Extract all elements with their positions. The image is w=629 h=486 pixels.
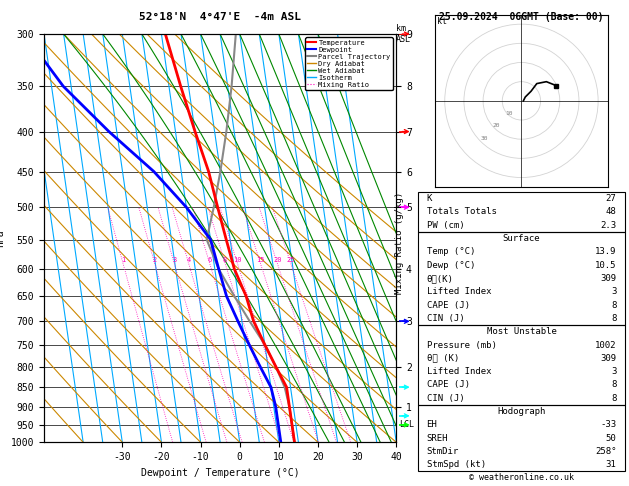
Text: 3: 3	[611, 367, 616, 376]
Text: 8: 8	[223, 258, 227, 263]
Text: 4: 4	[187, 258, 191, 263]
Text: Surface: Surface	[503, 234, 540, 243]
Text: 8: 8	[611, 300, 616, 310]
Text: 13.9: 13.9	[595, 247, 616, 256]
Text: 309: 309	[600, 354, 616, 363]
Text: 50: 50	[606, 434, 616, 443]
Text: 8: 8	[611, 394, 616, 403]
Text: 20: 20	[273, 258, 282, 263]
Text: 8: 8	[611, 381, 616, 389]
Text: Most Unstable: Most Unstable	[486, 327, 557, 336]
Text: 3: 3	[172, 258, 176, 263]
Text: 1: 1	[121, 258, 125, 263]
Text: 52°18'N  4°47'E  -4m ASL: 52°18'N 4°47'E -4m ASL	[139, 12, 301, 22]
Text: θᴇ(K): θᴇ(K)	[426, 274, 454, 283]
Text: 10: 10	[233, 258, 242, 263]
Text: 10: 10	[505, 111, 513, 116]
Text: EH: EH	[426, 420, 437, 429]
Text: StmDir: StmDir	[426, 447, 459, 456]
Bar	[418, 192, 625, 232]
Text: LCL: LCL	[399, 420, 414, 429]
Text: K: K	[426, 194, 432, 203]
Text: Hodograph: Hodograph	[498, 407, 545, 416]
Text: kt: kt	[437, 17, 447, 26]
Text: 2.3: 2.3	[600, 221, 616, 230]
Text: StmSpd (kt): StmSpd (kt)	[426, 460, 486, 469]
Text: Mixing Ratio (g/kg): Mixing Ratio (g/kg)	[395, 192, 404, 294]
Text: -33: -33	[600, 420, 616, 429]
Text: © weatheronline.co.uk: © weatheronline.co.uk	[469, 473, 574, 482]
Text: 309: 309	[600, 274, 616, 283]
Text: PW (cm): PW (cm)	[426, 221, 464, 230]
Text: 31: 31	[606, 460, 616, 469]
Text: Lifted Index: Lifted Index	[426, 367, 491, 376]
Text: 3: 3	[611, 287, 616, 296]
Text: 6: 6	[208, 258, 212, 263]
Text: 15: 15	[256, 258, 265, 263]
Text: CIN (J): CIN (J)	[426, 394, 464, 403]
Text: Temp (°C): Temp (°C)	[426, 247, 475, 256]
Text: SREH: SREH	[426, 434, 448, 443]
Text: 27: 27	[606, 194, 616, 203]
Text: 2: 2	[153, 258, 157, 263]
Text: 10.5: 10.5	[595, 260, 616, 270]
Text: Pressure (mb): Pressure (mb)	[426, 341, 496, 349]
Text: CIN (J): CIN (J)	[426, 314, 464, 323]
Text: 30: 30	[481, 136, 488, 141]
Text: 25: 25	[286, 258, 295, 263]
Text: 8: 8	[611, 314, 616, 323]
Legend: Temperature, Dewpoint, Parcel Trajectory, Dry Adiabat, Wet Adiabat, Isotherm, Mi: Temperature, Dewpoint, Parcel Trajectory…	[305, 37, 392, 90]
Text: CAPE (J): CAPE (J)	[426, 381, 469, 389]
Bar	[418, 325, 625, 405]
Text: Totals Totals: Totals Totals	[426, 208, 496, 216]
Text: Dewp (°C): Dewp (°C)	[426, 260, 475, 270]
Text: km
ASL: km ASL	[396, 24, 411, 44]
X-axis label: Dewpoint / Temperature (°C): Dewpoint / Temperature (°C)	[141, 468, 299, 478]
Text: 20: 20	[493, 123, 500, 128]
Text: 48: 48	[606, 208, 616, 216]
Y-axis label: hPa: hPa	[0, 229, 5, 247]
Text: θᴇ (K): θᴇ (K)	[426, 354, 459, 363]
Text: CAPE (J): CAPE (J)	[426, 300, 469, 310]
Bar	[418, 405, 625, 471]
Text: 1002: 1002	[595, 341, 616, 349]
Text: 25.09.2024  06GMT (Base: 00): 25.09.2024 06GMT (Base: 00)	[439, 12, 604, 22]
Text: Lifted Index: Lifted Index	[426, 287, 491, 296]
Text: 258°: 258°	[595, 447, 616, 456]
Bar	[418, 232, 625, 325]
